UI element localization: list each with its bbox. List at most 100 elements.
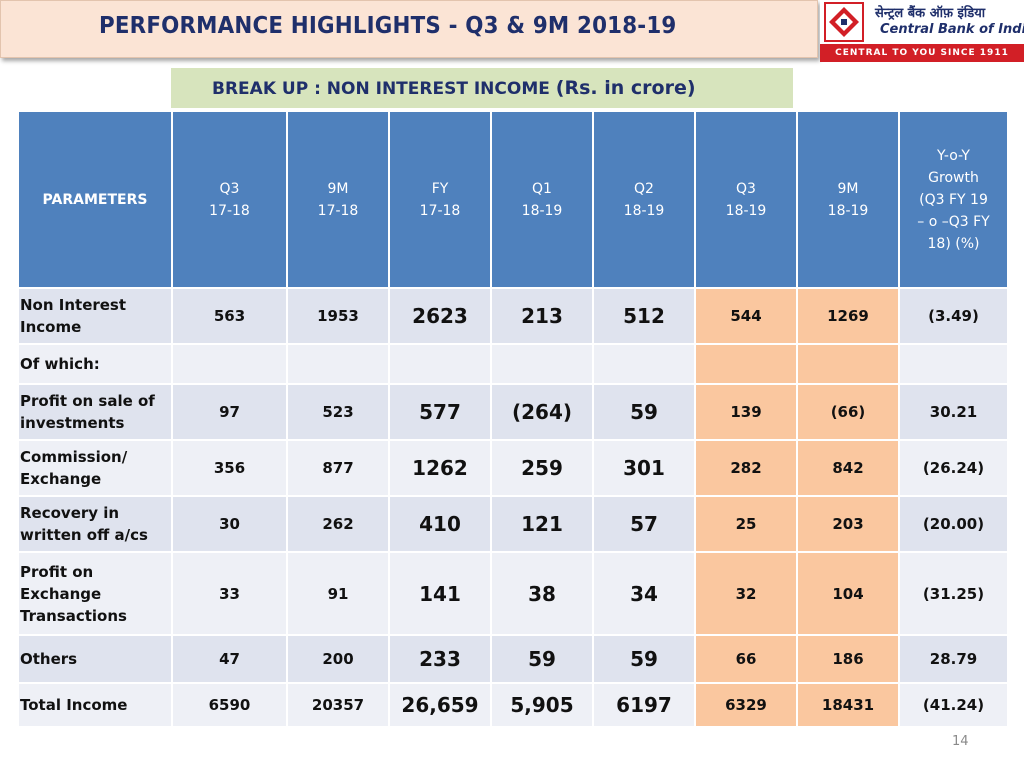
table-row: Profit on sale of investments 97 523 577 (264… — [17, 383, 1009, 441]
value-cell: 47 — [171, 634, 288, 684]
value-cell — [388, 343, 492, 385]
col-header-q3-17-18: Q3 17-18 — [171, 110, 288, 289]
row-label: Commission/Exchange — [17, 439, 173, 497]
row-label: Others — [17, 634, 173, 684]
logo-english-name: Central Bank of India — [880, 22, 1024, 37]
value-cell — [694, 343, 798, 385]
value-cell: (31.25) — [898, 551, 1009, 636]
value-cell: (20.00) — [898, 495, 1009, 553]
value-cell: 259 — [490, 439, 594, 497]
value-cell: 38 — [490, 551, 594, 636]
table-row: Commission/Exchange 356 877 1262 259 301 282 84… — [17, 439, 1009, 497]
value-cell: 842 — [796, 439, 900, 497]
non-interest-income-table: PARAMETERS Q3 17-18 9M 17-18 FY 17-18 Q1 18-… — [17, 110, 1009, 728]
col-header-yoy-growth: Y-o-Y Growth (Q3 FY 19 – o –Q3 FY 18) (%… — [898, 110, 1009, 289]
value-cell: 2623 — [388, 287, 492, 345]
value-cell: 6590 — [171, 682, 288, 728]
value-cell: 32 — [694, 551, 798, 636]
value-cell: 28.79 — [898, 634, 1009, 684]
row-label: Recovery in written off a/cs — [17, 495, 173, 553]
value-cell: 877 — [286, 439, 390, 497]
value-cell: 59 — [592, 634, 696, 684]
value-cell — [286, 343, 390, 385]
value-cell: 91 — [286, 551, 390, 636]
page-title: PERFORMANCE HIGHLIGHTS - Q3 & 9M 2018-19 — [99, 13, 677, 39]
value-cell — [592, 343, 696, 385]
value-cell: (26.24) — [898, 439, 1009, 497]
value-cell — [171, 343, 288, 385]
value-cell: 1269 — [796, 287, 900, 345]
value-cell: 33 — [171, 551, 288, 636]
value-cell: 6197 — [592, 682, 696, 728]
value-cell: 262 — [286, 495, 390, 553]
value-cell: 34 — [592, 551, 696, 636]
value-cell: 6329 — [694, 682, 798, 728]
value-cell: 20357 — [286, 682, 390, 728]
value-cell: 200 — [286, 634, 390, 684]
table-row: Profit on Exchange Transactions 33 91 141 38 34… — [17, 551, 1009, 636]
subtitle-unit: (Rs. in crore) — [555, 77, 696, 99]
value-cell: 563 — [171, 287, 288, 345]
value-cell: 577 — [388, 383, 492, 441]
value-cell: 97 — [171, 383, 288, 441]
row-label: Profit on Exchange Transactions — [17, 551, 173, 636]
value-cell: (41.24) — [898, 682, 1009, 728]
table-row: Total Income 6590 20357 26,659 5,905 6197 6329… — [17, 682, 1009, 728]
value-cell: 233 — [388, 634, 492, 684]
value-cell: 410 — [388, 495, 492, 553]
row-label: Of which: — [17, 343, 173, 385]
table-row: Recovery in written off a/cs 30 262 410 121 57… — [17, 495, 1009, 553]
bank-emblem-icon — [824, 2, 864, 42]
value-cell: 203 — [796, 495, 900, 553]
col-header-q2-18-19: Q2 18-19 — [592, 110, 696, 289]
value-cell: 141 — [388, 551, 492, 636]
logo-tagline: CENTRAL TO YOU SINCE 1911 — [820, 44, 1024, 62]
value-cell: (264) — [490, 383, 594, 441]
value-cell: (3.49) — [898, 287, 1009, 345]
value-cell: 18431 — [796, 682, 900, 728]
row-label: Profit on sale of investments — [17, 383, 173, 441]
value-cell: 523 — [286, 383, 390, 441]
value-cell: 5,905 — [490, 682, 594, 728]
value-cell — [490, 343, 594, 385]
value-cell: 30.21 — [898, 383, 1009, 441]
table-row: Non Interest Income 563 1953 2623 213 512 544 12… — [17, 287, 1009, 345]
value-cell — [898, 343, 1009, 385]
title-banner: PERFORMANCE HIGHLIGHTS - Q3 & 9M 2018-19 — [0, 0, 818, 58]
value-cell: 121 — [490, 495, 594, 553]
value-cell: 186 — [796, 634, 900, 684]
value-cell: (66) — [796, 383, 900, 441]
row-label: Non Interest Income — [17, 287, 173, 345]
value-cell: 30 — [171, 495, 288, 553]
table-row: Of which: — [17, 343, 1009, 385]
value-cell: 66 — [694, 634, 798, 684]
page-number: 14 — [952, 734, 969, 749]
value-cell: 1953 — [286, 287, 390, 345]
value-cell: 544 — [694, 287, 798, 345]
table-subtitle: BREAK UP : NON INTEREST INCOME (Rs. in c… — [171, 68, 793, 108]
parameters-header: PARAMETERS — [17, 110, 173, 289]
table-row: Others 47 200 233 59 59 66 186 28.79 — [17, 634, 1009, 684]
value-cell: 139 — [694, 383, 798, 441]
col-header-q3-18-19: Q3 18-19 — [694, 110, 798, 289]
header-row: PARAMETERS Q3 17-18 9M 17-18 FY 17-18 Q1 18-… — [17, 110, 1009, 289]
col-header-9m-17-18: 9M 17-18 — [286, 110, 390, 289]
value-cell: 356 — [171, 439, 288, 497]
value-cell: 1262 — [388, 439, 492, 497]
col-header-q1-18-19: Q1 18-19 — [490, 110, 594, 289]
value-cell: 59 — [592, 383, 696, 441]
value-cell: 57 — [592, 495, 696, 553]
value-cell: 25 — [694, 495, 798, 553]
col-header-9m-18-19: 9M 18-19 — [796, 110, 900, 289]
value-cell: 512 — [592, 287, 696, 345]
logo-hindi-name: सेन्ट्रल बैंक ऑफ़ इंडिया — [875, 6, 986, 21]
value-cell: 213 — [490, 287, 594, 345]
value-cell: 26,659 — [388, 682, 492, 728]
row-label: Total Income — [17, 682, 173, 728]
value-cell: 282 — [694, 439, 798, 497]
bank-logo: सेन्ट्रल बैंक ऑफ़ इंडिया Central Bank of… — [820, 0, 1024, 62]
value-cell: 104 — [796, 551, 900, 636]
value-cell: 59 — [490, 634, 594, 684]
value-cell — [796, 343, 900, 385]
value-cell: 301 — [592, 439, 696, 497]
